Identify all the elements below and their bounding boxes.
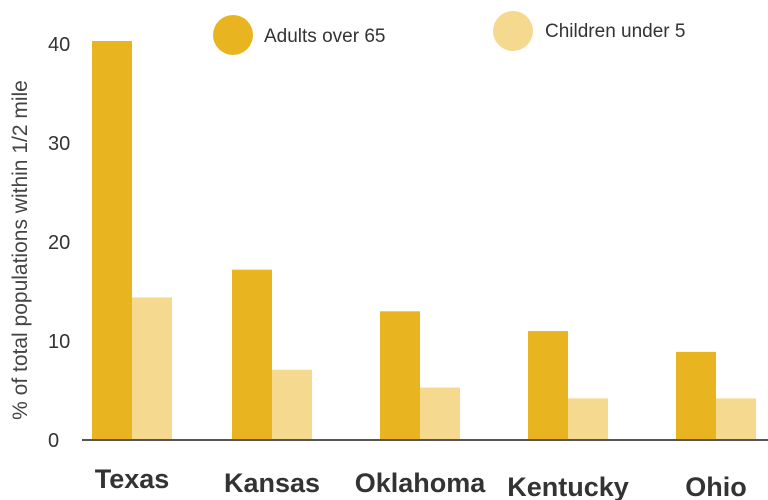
- legend-label-children-under-5: Children under 5: [545, 21, 685, 42]
- category-label-kansas: Kansas: [224, 468, 320, 498]
- y-tick-label-0: 0: [48, 430, 59, 452]
- category-label-ohio: Ohio: [685, 472, 747, 500]
- category-label-kentucky: Kentucky: [507, 472, 629, 500]
- category-label-texas: Texas: [95, 464, 170, 494]
- legend: Adults over 65 Children under 5: [213, 11, 685, 55]
- bar-texas-adults-over-65: [92, 41, 132, 440]
- bar-ohio-children-under-5: [716, 398, 756, 440]
- bar-kansas-children-under-5: [272, 369, 312, 440]
- category-labels: Texas Kansas Oklahoma Kentucky Ohio: [95, 464, 747, 500]
- bars: [92, 41, 756, 440]
- bar-kansas-adults-over-65: [232, 269, 272, 440]
- category-label-oklahoma: Oklahoma: [355, 468, 487, 498]
- y-tick-label-30: 30: [48, 133, 70, 155]
- bar-kentucky-adults-over-65: [528, 331, 568, 440]
- legend-swatch-adults-over-65: [213, 15, 253, 55]
- bar-ohio-adults-over-65: [676, 351, 716, 440]
- legend-swatch-children-under-5: [493, 11, 533, 51]
- y-tick-label-10: 10: [48, 331, 70, 353]
- bar-kentucky-children-under-5: [568, 398, 608, 440]
- bar-oklahoma-children-under-5: [420, 387, 460, 440]
- y-tick-label-40: 40: [48, 34, 70, 56]
- y-axis-label: % of total populations within 1/2 mile: [9, 80, 32, 420]
- legend-label-adults-over-65: Adults over 65: [264, 26, 385, 47]
- bar-texas-children-under-5: [132, 297, 172, 440]
- bar-oklahoma-adults-over-65: [380, 311, 420, 440]
- y-tick-label-20: 20: [48, 232, 70, 254]
- y-axis-ticks: 0 10 20 30 40: [48, 34, 70, 452]
